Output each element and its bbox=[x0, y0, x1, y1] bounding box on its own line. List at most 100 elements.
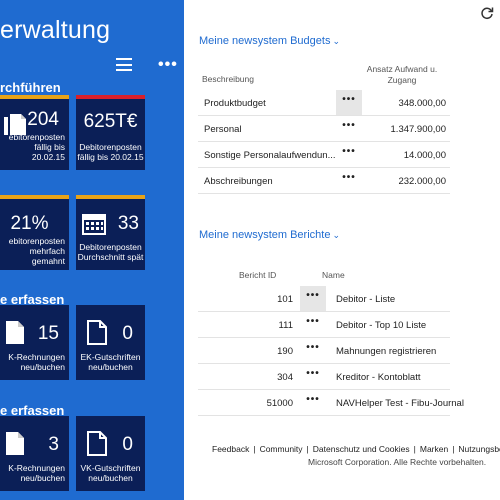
document-icon bbox=[4, 430, 26, 461]
table-row[interactable]: 101 ••• Debitor - Liste bbox=[198, 286, 450, 312]
report-id: 51000 bbox=[266, 398, 293, 409]
left-toolbar: ••• bbox=[116, 56, 178, 73]
tile-ek-rechnungen[interactable]: 15 K-Rechnungen neu/buchen bbox=[0, 305, 69, 380]
row-more-button[interactable]: ••• bbox=[342, 120, 356, 131]
tile-vk-rechnungen[interactable]: 3 K-Rechnungen neu/buchen bbox=[0, 416, 69, 491]
reports-part-title[interactable]: Meine newsystem Berichte ⌄ bbox=[199, 229, 340, 241]
tile-status-bar bbox=[0, 95, 69, 99]
report-id: 101 bbox=[277, 294, 293, 305]
report-name: Mahnungen registrieren bbox=[336, 346, 437, 357]
table-row[interactable]: Abschreibungen ••• 232.000,00 bbox=[198, 168, 450, 194]
tile-caption: K-Rechnungen neu/buchen bbox=[8, 352, 65, 372]
row-more-button[interactable]: ••• bbox=[306, 368, 320, 379]
tile-caption: Debitorenposten fällig bis 20.02.15 bbox=[77, 142, 144, 162]
budget-description: Abschreibungen bbox=[204, 176, 273, 187]
table-row[interactable]: 304 ••• Kreditor - Kontoblatt bbox=[198, 364, 450, 390]
tile-vk-gutschriften[interactable]: 0 VK-Gutschriften neu/buchen bbox=[76, 416, 145, 491]
footer-links: Feedback | Community | Datenschutz und Cooki… bbox=[212, 444, 500, 454]
report-name: NAVHelper Test - Fibu-Journal bbox=[336, 398, 464, 409]
hamburger-menu-icon[interactable] bbox=[116, 58, 132, 71]
chevron-down-icon: ⌄ bbox=[332, 36, 340, 46]
budget-amount: 1.347.900,00 bbox=[390, 124, 446, 135]
document-icon bbox=[4, 319, 26, 350]
report-name: Kreditor - Kontoblatt bbox=[336, 372, 421, 383]
row-more-button[interactable]: ••• bbox=[306, 342, 320, 353]
tile-value: 15 bbox=[37, 323, 59, 344]
reports-col-name[interactable]: Name bbox=[322, 270, 345, 280]
footer-link-terms[interactable]: Nutzungsbe bbox=[458, 444, 500, 454]
footer-separator: | bbox=[306, 444, 309, 454]
refresh-icon[interactable] bbox=[480, 6, 494, 20]
tile-debitorenposten-durchschnitt-spaet[interactable]: 33 Debitorenposten Durchschnitt spät bbox=[76, 195, 145, 270]
budget-description: Personal bbox=[204, 124, 242, 135]
table-row[interactable]: Produktbudget ••• 348.000,00 bbox=[198, 90, 450, 116]
footer-link-feedback[interactable]: Feedback bbox=[212, 444, 250, 454]
tile-value: 3 bbox=[48, 434, 59, 455]
footer-link-community[interactable]: Community bbox=[259, 444, 303, 454]
budget-amount: 14.000,00 bbox=[403, 150, 446, 161]
tile-caption: VK-Gutschriften neu/buchen bbox=[80, 463, 141, 483]
tile-value: 204 bbox=[27, 109, 59, 130]
row-more-button[interactable]: ••• bbox=[342, 172, 356, 183]
tile-debitorenposten-faellig-count[interactable]: 204 ebitorenposten fällig bis 20.02.15 bbox=[0, 95, 69, 170]
row-more-button[interactable]: ••• bbox=[306, 394, 320, 405]
report-id: 111 bbox=[278, 320, 293, 331]
footer-link-privacy[interactable]: Datenschutz und Cookies bbox=[312, 444, 410, 454]
more-options-icon[interactable]: ••• bbox=[158, 56, 178, 73]
document-outline-icon bbox=[86, 319, 108, 350]
section-title-durchfuehren: rchführen bbox=[0, 80, 61, 95]
chevron-down-icon: ⌄ bbox=[332, 230, 340, 240]
tile-status-bar bbox=[76, 195, 145, 199]
footer-link-trademarks[interactable]: Marken bbox=[419, 444, 449, 454]
budgets-col-description[interactable]: Beschreibung bbox=[202, 74, 254, 84]
tile-caption: ebitorenposten fällig bis 20.02.15 bbox=[8, 132, 65, 162]
budget-description: Produktbudget bbox=[204, 98, 266, 109]
budget-amount: 348.000,00 bbox=[398, 98, 446, 109]
section-title-ek-erfassen: e erfassen bbox=[0, 292, 65, 307]
calendar-icon bbox=[82, 213, 106, 240]
budgets-part-title[interactable]: Meine newsystem Budgets ⌄ bbox=[199, 35, 340, 47]
report-id: 304 bbox=[277, 372, 293, 383]
row-more-button[interactable]: ••• bbox=[336, 90, 362, 115]
tile-caption: ebitorenposten mehrfach gemahnt bbox=[8, 236, 65, 266]
table-row[interactable]: 51000 ••• NAVHelper Test - Fibu-Journal bbox=[198, 390, 464, 416]
report-name: Debitor - Liste bbox=[336, 294, 396, 305]
row-more-button[interactable]: ••• bbox=[300, 286, 326, 311]
tile-value: 0 bbox=[122, 434, 133, 455]
app-title: erwaltung bbox=[0, 16, 111, 44]
budget-amount: 232.000,00 bbox=[398, 176, 446, 187]
footer-separator: | bbox=[253, 444, 256, 454]
tile-status-bar bbox=[76, 95, 145, 99]
content-panel: Meine newsystem Budgets ⌄ Beschreibung An… bbox=[184, 0, 500, 500]
footer-separator: | bbox=[452, 444, 455, 454]
tile-value: 33 bbox=[117, 213, 139, 234]
reports-col-id[interactable]: Bericht ID bbox=[239, 270, 277, 280]
tile-status-bar bbox=[0, 195, 69, 199]
tile-caption: EK-Gutschriften neu/buchen bbox=[80, 352, 141, 372]
tile-caption: K-Rechnungen neu/buchen bbox=[8, 463, 65, 483]
footer-separator: | bbox=[413, 444, 416, 454]
tile-debitorenposten-faellig-amount[interactable]: 625T€ Debitorenposten fällig bis 20.02.15 bbox=[76, 95, 145, 170]
tile-debitorenposten-mehrfach-gemahnt[interactable]: 21% ebitorenposten mehrfach gemahnt bbox=[0, 195, 69, 270]
table-row[interactable]: Sonstige Personalaufwendun... ••• 14.000… bbox=[198, 142, 450, 168]
table-row[interactable]: Personal ••• 1.347.900,00 bbox=[198, 116, 450, 142]
tile-value: 0 bbox=[122, 323, 133, 344]
tile-value: 625T€ bbox=[83, 111, 138, 132]
role-center-panel: erwaltung ••• rchführen e erfassen e erf… bbox=[0, 0, 184, 500]
report-id: 190 bbox=[277, 346, 293, 357]
tile-value: 21% bbox=[10, 213, 49, 234]
document-outline-icon bbox=[86, 430, 108, 461]
row-more-button[interactable]: ••• bbox=[342, 146, 356, 157]
tile-ek-gutschriften[interactable]: 0 EK-Gutschriften neu/buchen bbox=[76, 305, 145, 380]
budgets-col-amount[interactable]: Ansatz Aufwand u. Zugang bbox=[366, 64, 438, 85]
section-title-vk-erfassen: e erfassen bbox=[0, 403, 65, 418]
documents-icon bbox=[4, 111, 30, 142]
table-row[interactable]: 111 ••• Debitor - Top 10 Liste bbox=[198, 312, 450, 338]
row-more-button[interactable]: ••• bbox=[306, 316, 320, 327]
budget-description: Sonstige Personalaufwendun... bbox=[204, 150, 336, 161]
report-name: Debitor - Top 10 Liste bbox=[336, 320, 427, 331]
table-row[interactable]: 190 ••• Mahnungen registrieren bbox=[198, 338, 450, 364]
footer-copyright: Microsoft Corporation. Alle Rechte vorbe… bbox=[308, 457, 487, 467]
tile-caption: Debitorenposten Durchschnitt spät bbox=[77, 242, 144, 262]
